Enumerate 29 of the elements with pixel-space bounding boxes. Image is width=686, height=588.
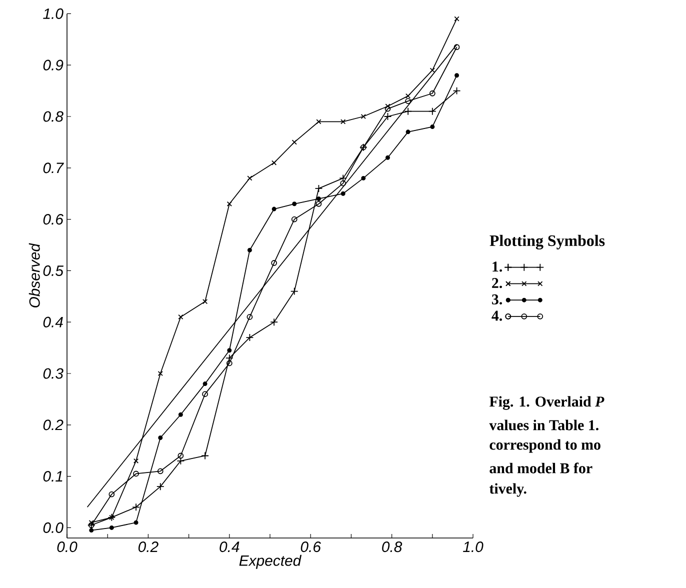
y-axis-title: Observed <box>28 243 40 308</box>
text: tively. <box>489 483 526 497</box>
y-tick-label: 0.9 <box>43 60 64 70</box>
y-tick-label: 0.3 <box>43 368 64 379</box>
x-tick-label: 0.8 <box>382 542 402 552</box>
text: correspond to mo <box>490 439 600 453</box>
y-tick-label: 0.2 <box>43 420 64 430</box>
x-tick-label: 0.2 <box>138 542 158 552</box>
legend-label: 1. <box>492 262 502 272</box>
legend-title: Plotting Symbols <box>490 234 605 250</box>
x-tick-label: 0.6 <box>300 542 321 552</box>
x-tick-label: 1.0 <box>463 542 484 552</box>
caption: Fig. 1. Overlaid P <box>489 396 604 410</box>
y-tick-label: 0.4 <box>43 316 63 328</box>
x-tick-label: 0.4 <box>220 542 240 552</box>
y-tick-label: 0.7 <box>43 162 64 174</box>
text: values in Table 1. <box>489 420 598 430</box>
x-tick-label: 0.0 <box>57 542 78 552</box>
y-tick-label: 0.6 <box>43 214 64 225</box>
legend-label: 2. <box>492 278 502 288</box>
y-tick-label: 0.0 <box>43 522 64 533</box>
text: and model B for <box>490 462 592 474</box>
y-tick-label: 1.0 <box>43 8 64 19</box>
y-tick-label: 0.5 <box>43 265 64 276</box>
legend-label: 3. <box>492 294 502 305</box>
y-tick-label: 0.8 <box>43 111 64 122</box>
legend-label: 4. <box>492 310 502 321</box>
y-tick-label: 0.1 <box>43 471 62 482</box>
x-axis-title: Expected <box>239 554 302 569</box>
